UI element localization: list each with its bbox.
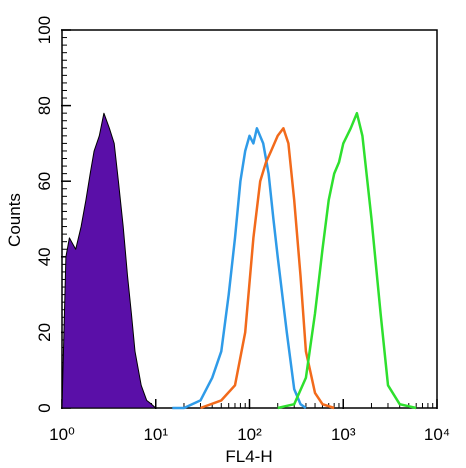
x-tick-label: 10² [237,425,262,444]
y-tick-label: 40 [35,247,54,266]
y-tick-label: 100 [35,16,54,44]
x-tick-label: 10⁰ [49,425,75,444]
y-tick-label: 20 [35,323,54,342]
y-tick-label: 60 [35,172,54,191]
histogram-area [61,112,157,409]
histogram-line [277,111,417,410]
y-axis-label: Counts [5,193,24,247]
x-axis-label: FL4-H [225,447,272,466]
x-tick-label: 10³ [331,425,356,444]
x-tick-label: 10¹ [143,425,168,444]
y-tick-label: 80 [35,96,54,115]
x-tick-label: 10⁴ [424,425,450,444]
y-tick-label: 0 [35,403,54,412]
histogram-line [172,127,307,410]
